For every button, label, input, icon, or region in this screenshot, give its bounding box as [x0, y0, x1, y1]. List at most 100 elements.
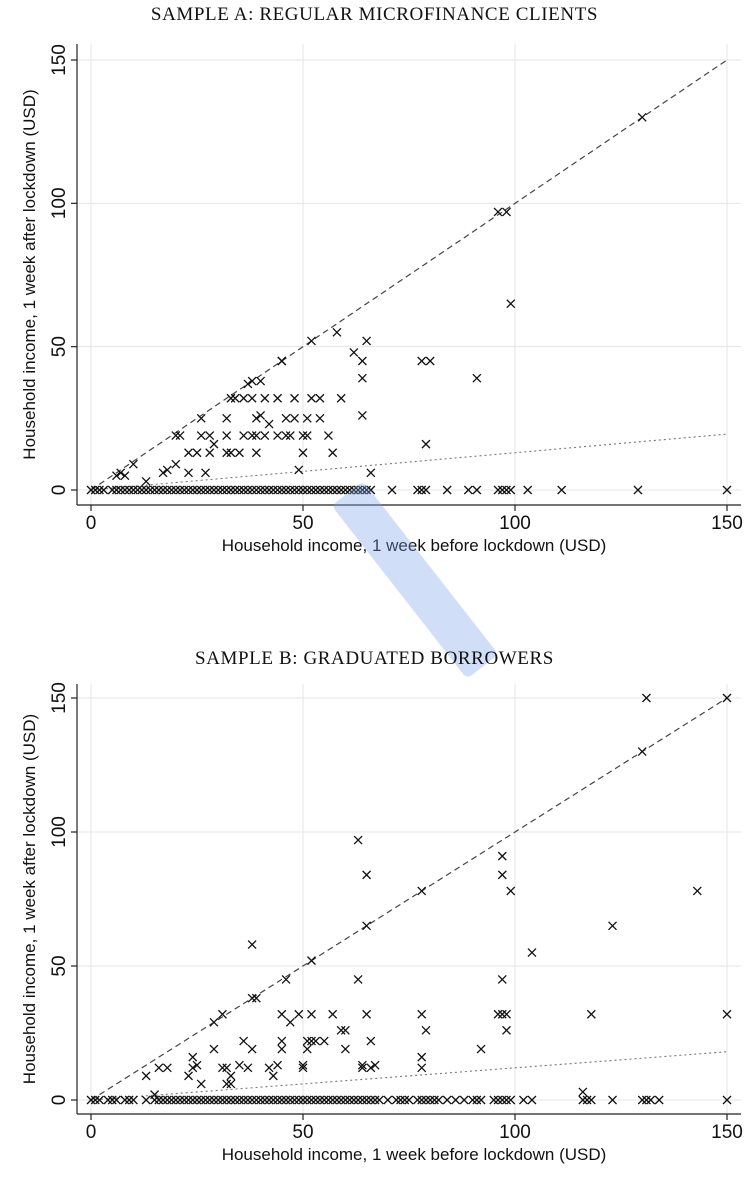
- y-axis-label: Household income, 1 week after lockdown …: [20, 89, 39, 459]
- data-point: [201, 1095, 210, 1105]
- data-point: [205, 1095, 215, 1105]
- data-point: [158, 485, 168, 495]
- data-point: [641, 1095, 651, 1105]
- data-point: [90, 485, 100, 495]
- x-axis-label: Household income, 1 week before lockdown…: [222, 1145, 607, 1164]
- y-tick-label: 150: [49, 682, 70, 714]
- data-point: [328, 1009, 338, 1019]
- data-point: [506, 299, 516, 309]
- data-point: [637, 1095, 647, 1105]
- data-point: [184, 448, 193, 458]
- data-point: [646, 1095, 656, 1105]
- data-point: [247, 940, 257, 950]
- data-point: [107, 1095, 117, 1105]
- data-point: [201, 485, 210, 495]
- data-point: [243, 379, 253, 389]
- data-point: [137, 485, 147, 495]
- data-point: [383, 1095, 393, 1105]
- data-point: [251, 1095, 261, 1105]
- data-point: [336, 393, 346, 403]
- data-point: [332, 485, 342, 495]
- data-point: [459, 1095, 469, 1105]
- data-point: [506, 1095, 516, 1105]
- x-axis-label: Household income, 1 week before lockdown…: [222, 536, 607, 555]
- data-point: [387, 485, 397, 495]
- data-point: [217, 1063, 227, 1073]
- data-point: [239, 1036, 249, 1046]
- data-point: [273, 393, 283, 403]
- data-point: [226, 1095, 236, 1105]
- data-point: [340, 1095, 350, 1105]
- x-tick-label: 100: [499, 513, 531, 534]
- data-point: [217, 1095, 227, 1105]
- data-point: [141, 1071, 151, 1081]
- data-point: [95, 485, 104, 495]
- x-tick-label: 150: [711, 1122, 743, 1143]
- data-point: [273, 1095, 283, 1105]
- data-point: [239, 1095, 249, 1105]
- data-point: [273, 431, 283, 440]
- data-point: [362, 921, 372, 931]
- data-point: [158, 468, 168, 478]
- data-point: [222, 485, 232, 495]
- data-point: [268, 1095, 278, 1105]
- data-point: [497, 851, 507, 861]
- data-point: [302, 1036, 312, 1046]
- data-point: [175, 431, 185, 440]
- data-point: [366, 485, 376, 495]
- data-point: [722, 1009, 732, 1019]
- data-point: [404, 1095, 414, 1105]
- data-point: [298, 1095, 308, 1105]
- data-point: [370, 1095, 380, 1105]
- data-point: [374, 1095, 384, 1105]
- data-point: [298, 431, 308, 440]
- data-point: [362, 336, 372, 346]
- data-point: [247, 393, 257, 403]
- data-point: [417, 886, 427, 896]
- data-point: [413, 485, 422, 495]
- data-point: [362, 1009, 372, 1019]
- data-point: [366, 1063, 376, 1073]
- x-tick-label: 100: [499, 1122, 531, 1143]
- data-point: [196, 431, 206, 440]
- data-point: [247, 431, 257, 440]
- data-point: [370, 1060, 380, 1070]
- data-point: [349, 485, 359, 495]
- y-tick-label: 50: [49, 955, 70, 976]
- data-point: [273, 1060, 283, 1070]
- data-point: [128, 459, 138, 469]
- data-point: [205, 485, 215, 495]
- data-point: [234, 485, 244, 495]
- data-point: [209, 1017, 219, 1027]
- data-point: [243, 485, 253, 495]
- data-point: [637, 112, 647, 122]
- data-point: [722, 1095, 732, 1105]
- data-point: [502, 207, 511, 217]
- data-point: [298, 448, 308, 458]
- data-point: [586, 1095, 596, 1105]
- data-point: [251, 413, 261, 423]
- reference-line-45deg: [90, 59, 728, 491]
- data-point: [196, 1095, 206, 1105]
- y-tick-label: 50: [49, 336, 70, 357]
- data-point: [222, 431, 232, 440]
- data-point: [281, 431, 291, 440]
- data-point: [167, 485, 177, 495]
- data-point: [311, 485, 321, 495]
- data-point: [336, 1025, 346, 1035]
- data-point: [141, 485, 151, 495]
- data-point: [302, 1044, 312, 1054]
- data-point: [256, 411, 266, 420]
- data-point: [586, 1009, 596, 1019]
- data-point: [421, 485, 431, 495]
- data-point: [188, 1095, 198, 1105]
- data-point: [497, 485, 507, 495]
- data-point: [722, 485, 732, 495]
- data-point: [256, 376, 266, 386]
- data-point: [489, 1095, 499, 1105]
- data-point: [234, 1060, 244, 1070]
- data-point: [497, 1009, 507, 1019]
- data-point: [307, 1009, 316, 1019]
- data-point: [527, 948, 537, 958]
- data-point: [298, 1063, 308, 1073]
